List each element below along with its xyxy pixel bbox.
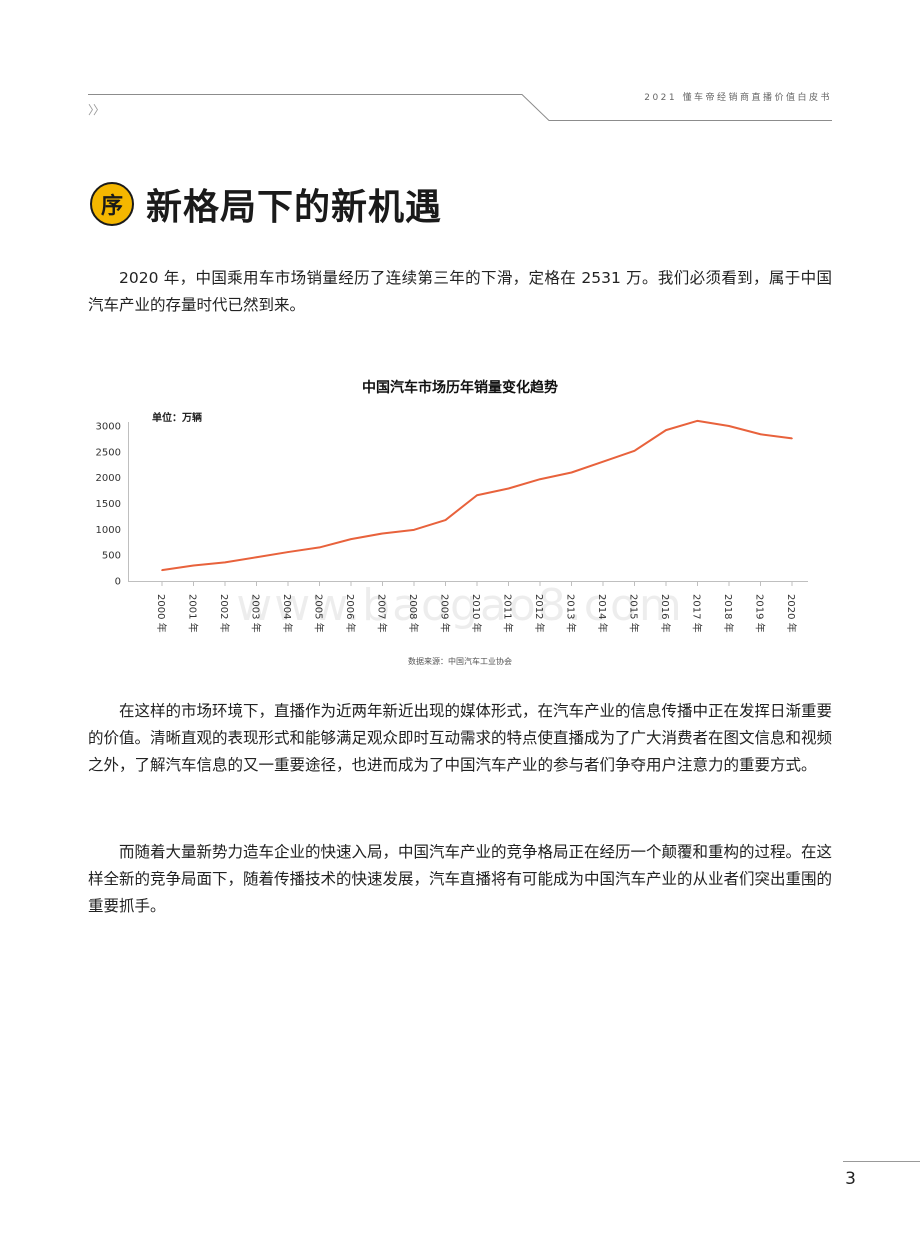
x-tick-label: 2016 年 <box>659 594 672 633</box>
data-point <box>224 561 226 564</box>
x-tick-label: 2002 年 <box>218 594 231 633</box>
data-point <box>287 551 289 553</box>
data-point <box>192 564 195 567</box>
x-tick-label: 2015 年 <box>628 594 641 633</box>
x-tick-label: 2014 年 <box>596 594 609 633</box>
y-tick-label: 2500 <box>96 447 121 458</box>
x-tick-label: 2011 年 <box>502 594 515 633</box>
document-title: 2021 懂车帝经销商直播价值白皮书 <box>644 93 832 103</box>
chevron-icon: 〉〉 <box>88 103 105 117</box>
x-tick-label: 2007 年 <box>376 594 389 633</box>
x-tick-label: 2004 年 <box>281 594 294 633</box>
data-point <box>318 546 321 549</box>
data-point <box>539 478 541 481</box>
x-tick-label: 2005 年 <box>313 594 326 633</box>
x-tick-label: 2008 年 <box>407 594 420 633</box>
data-point <box>696 420 699 422</box>
x-tick-label: 2001 年 <box>187 594 200 633</box>
data-point <box>728 425 730 427</box>
y-unit-label: 单位：万辆 <box>152 411 202 424</box>
page-number: 3 <box>845 1169 856 1189</box>
page-title: 新格局下的新机遇 <box>146 187 443 228</box>
chart-title: 中国汽车市场历年销量变化趋势 <box>362 380 558 396</box>
paragraph-live-streaming: 在这样的市场环境下，直播作为近两年新近出现的媒体形式，在汽车产业的信息传播中正在… <box>88 702 833 774</box>
x-tick-label: 2017 年 <box>691 594 704 633</box>
data-point <box>633 450 636 452</box>
y-tick-label: 500 <box>102 551 121 562</box>
data-point <box>665 429 667 431</box>
x-tick-label: 2018 年 <box>722 594 735 633</box>
data-point <box>381 532 384 535</box>
x-tick-label: 2009 年 <box>439 594 452 633</box>
data-point <box>161 569 163 571</box>
y-tick-label: 1500 <box>96 499 121 510</box>
data-point <box>255 556 258 559</box>
data-point <box>791 437 793 440</box>
x-tick-label: 2012 年 <box>533 594 546 633</box>
y-tick-label: 2000 <box>96 473 121 484</box>
header-rule <box>88 94 832 121</box>
page-number-rule <box>843 1161 920 1162</box>
y-tick-label: 1000 <box>96 525 121 536</box>
x-tick-label: 2006 年 <box>344 594 357 633</box>
data-point <box>413 529 415 531</box>
section-heading: 序 新格局下的新机遇 <box>90 178 442 230</box>
x-tick-label: 2010 年 <box>470 594 483 633</box>
x-tick-label: 2020 年 <box>785 594 798 633</box>
paragraph-competition: 而随着大量新势力造车企业的快速入局，中国汽车产业的竞争格局正在经历一个颠覆和重构… <box>88 843 833 915</box>
chart-source: 数据来源：中国汽车工业协会 <box>408 657 512 666</box>
y-tick-label: 0 <box>115 577 121 588</box>
x-tick-label: 2019 年 <box>754 594 767 633</box>
watermark: www.baogao8.com <box>236 580 684 631</box>
data-point <box>570 471 573 474</box>
data-point <box>507 487 510 490</box>
x-tick-label: 2003 年 <box>250 594 263 633</box>
data-point <box>476 494 478 497</box>
x-tick-label: 2000 年 <box>155 594 168 633</box>
section-badge: 序 <box>90 182 134 226</box>
data-point <box>602 460 604 463</box>
sales-line-chart: 0 500 1000 1500 2000 2500 3000 单位：万辆 2000 年 2001 … <box>96 411 808 633</box>
data-point <box>350 538 352 540</box>
y-tick-label: 3000 <box>96 422 121 433</box>
data-point <box>759 433 762 436</box>
data-point <box>444 519 447 521</box>
x-tick-label: 2013 年 <box>565 594 578 633</box>
paragraph-intro: 2020 年，中国乘用车市场销量经历了连续第三年的下滑，定格在 2531 万。我… <box>88 269 832 314</box>
